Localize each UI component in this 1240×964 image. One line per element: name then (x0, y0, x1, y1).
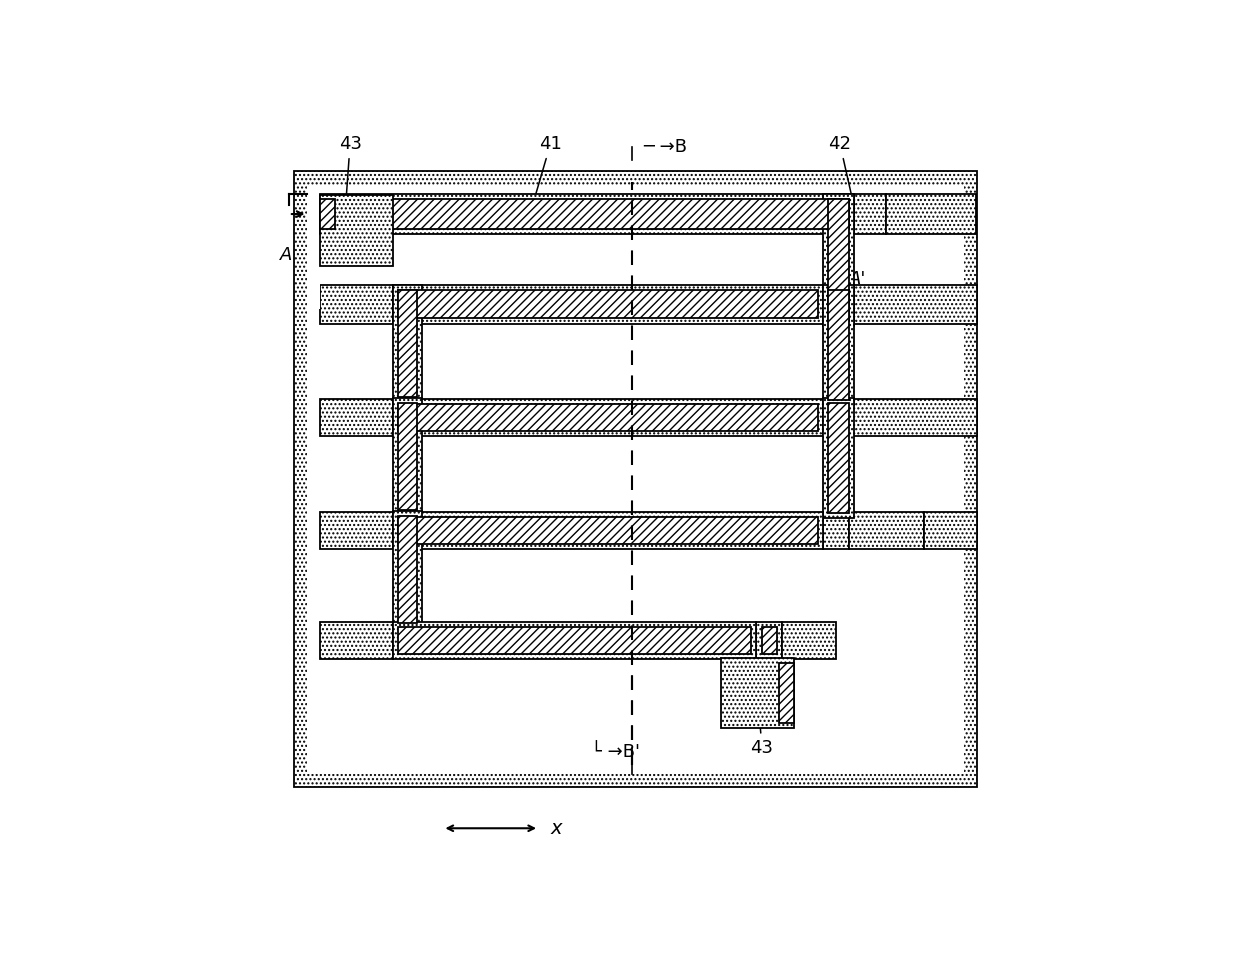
Bar (308, 194, 320, 308)
Bar (779, 662, 794, 723)
Text: x: x (551, 818, 562, 838)
Bar (325, 199, 849, 229)
Text: A': A' (848, 270, 866, 288)
Bar (849, 512, 924, 549)
Bar (393, 622, 756, 659)
Bar (393, 285, 423, 402)
Bar (320, 622, 393, 659)
Bar (756, 622, 782, 659)
Text: 41: 41 (532, 135, 562, 205)
Bar (393, 512, 823, 549)
Bar (761, 628, 777, 654)
Bar (398, 518, 818, 544)
Bar (782, 622, 836, 659)
Text: A: A (280, 246, 293, 264)
Bar (320, 285, 393, 324)
Text: 42: 42 (828, 135, 854, 205)
Bar (398, 516, 418, 623)
Bar (398, 405, 818, 431)
Text: ─ →B: ─ →B (642, 138, 687, 156)
Bar (823, 512, 849, 549)
Bar (398, 290, 818, 318)
Bar (823, 194, 854, 327)
Bar (823, 285, 849, 324)
Bar (823, 285, 854, 405)
Text: └ →B': └ →B' (591, 743, 640, 761)
Bar (320, 199, 335, 229)
Bar (393, 398, 423, 515)
Bar (393, 285, 823, 324)
Bar (398, 628, 751, 654)
Bar (398, 290, 418, 397)
Bar (320, 399, 393, 437)
Bar (320, 195, 393, 266)
Bar (828, 403, 849, 513)
Bar (849, 399, 977, 437)
Bar (849, 285, 977, 324)
Bar (320, 512, 393, 549)
Bar (823, 398, 854, 518)
Bar (828, 199, 849, 321)
Bar (854, 194, 885, 234)
Bar (308, 185, 963, 774)
Bar (885, 194, 976, 234)
Bar (398, 403, 418, 510)
Text: 43: 43 (750, 696, 774, 757)
Bar (828, 290, 849, 400)
Text: 43: 43 (339, 135, 362, 218)
Bar (320, 194, 854, 234)
Bar (393, 399, 823, 437)
Bar (823, 399, 849, 437)
Bar (720, 657, 794, 728)
Bar (393, 511, 423, 628)
Bar (924, 512, 977, 549)
Bar (294, 172, 977, 788)
